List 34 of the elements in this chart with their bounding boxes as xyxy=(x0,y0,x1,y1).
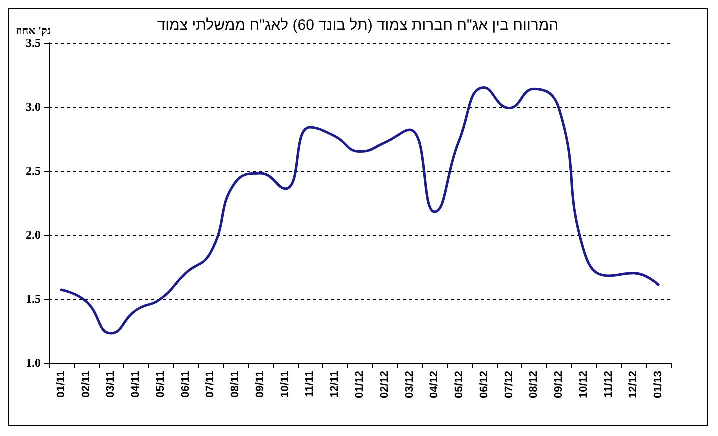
x-tick-label: 07/11 xyxy=(204,371,217,398)
x-tick-label: 12/11 xyxy=(329,371,342,398)
x-tick-label: 01/12 xyxy=(354,371,366,399)
chart-title: המרווח בין אג"ח חברות צמוד (תל בונד 60) לאג"ח ממשלתי צמוד xyxy=(157,17,559,34)
x-tick-label: 11/11 xyxy=(304,371,316,398)
y-tick-label: 1.5 xyxy=(26,292,41,306)
y-tick-label: 2.5 xyxy=(26,164,41,178)
y-axis-title: נק' אחוז xyxy=(16,26,51,38)
x-tick-label: 04/11 xyxy=(130,371,142,398)
x-tick-label: 11/12 xyxy=(602,371,615,398)
x-tick-label: 08/12 xyxy=(528,371,540,399)
x-tick-label: 09/11 xyxy=(254,371,266,398)
x-tick-label: 02/12 xyxy=(378,371,391,399)
x-tick-label: 01/11 xyxy=(55,371,68,398)
y-tick-label: 3.5 xyxy=(26,36,41,50)
x-tick-label: 02/11 xyxy=(80,371,92,398)
x-tick-label: 03/11 xyxy=(105,371,118,398)
x-tick-label: 04/12 xyxy=(428,371,441,399)
x-tick-label: 12/12 xyxy=(628,371,640,399)
x-tick-label: 09/12 xyxy=(553,371,566,399)
line-series xyxy=(60,86,660,335)
x-tick-label: 05/11 xyxy=(154,371,167,398)
x-tick-label: 06/11 xyxy=(180,371,192,398)
x-tick-label: 05/12 xyxy=(454,371,466,399)
y-tick-label: 2.0 xyxy=(26,228,41,242)
x-tick-label: 01/13 xyxy=(652,371,665,399)
x-tick-label: 10/12 xyxy=(578,371,590,399)
y-tick-label: 3.0 xyxy=(26,100,41,114)
y-tick-label: 1.0 xyxy=(26,356,41,370)
x-tick-label: 08/11 xyxy=(230,371,242,398)
x-tick-label: 06/12 xyxy=(478,371,490,399)
x-tick-label: 03/12 xyxy=(404,371,416,399)
x-tick-label: 07/12 xyxy=(503,371,516,399)
x-tick-label: 10/11 xyxy=(279,371,292,398)
